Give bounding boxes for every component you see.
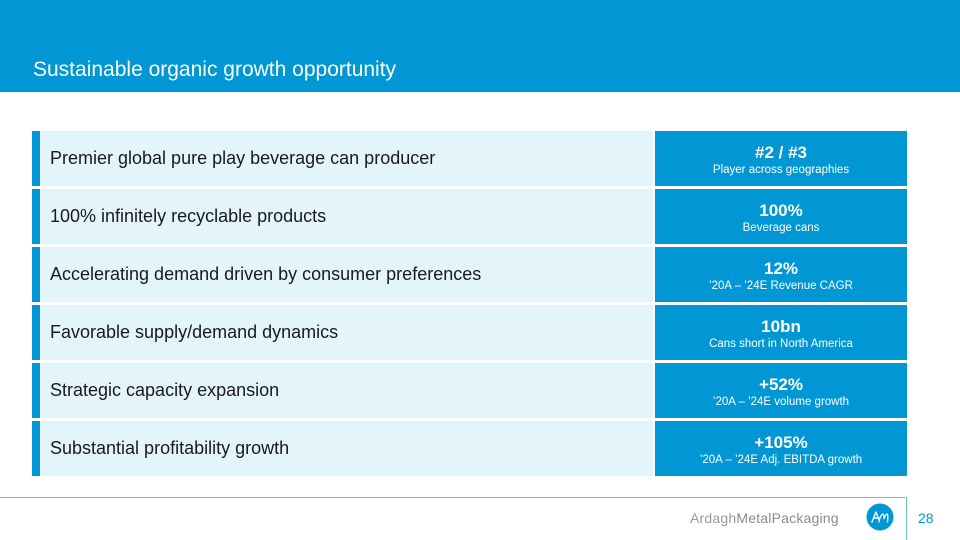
row-accent-bar bbox=[32, 247, 40, 302]
row-stat-value: +52% bbox=[759, 375, 803, 394]
row-stat-cell: 100% Beverage cans bbox=[655, 189, 907, 244]
page-number: 28 bbox=[918, 510, 934, 526]
row-stat-caption: ’20A – ’24E volume growth bbox=[712, 396, 850, 408]
amp-logo-icon bbox=[866, 503, 894, 531]
row-stat-caption: Cans short in North America bbox=[709, 338, 853, 350]
row-stat-value: 100% bbox=[759, 201, 803, 220]
brand-wordmark: ArdaghMetalPackaging bbox=[690, 510, 839, 526]
row-accent-bar bbox=[32, 363, 40, 418]
row-stat-value: 10bn bbox=[761, 317, 801, 336]
row-label: Favorable supply/demand dynamics bbox=[50, 322, 339, 342]
row-stat-cell: 10bn Cans short in North America bbox=[655, 305, 907, 360]
row-accent-bar bbox=[32, 305, 40, 360]
row-label-cell: Premier global pure play beverage can pr… bbox=[40, 131, 653, 186]
brand-suffix: MetalPackaging bbox=[736, 510, 839, 526]
slide-title: Sustainable organic growth opportunity bbox=[33, 58, 397, 81]
row-label-cell: Substantial profitability growth bbox=[40, 421, 653, 476]
row-stat-caption: ’20A – ’24E Revenue CAGR bbox=[709, 280, 853, 292]
row-accent-bar bbox=[32, 189, 40, 244]
row-label: Accelerating demand driven by consumer p… bbox=[50, 264, 482, 284]
row-accent-bar bbox=[32, 421, 40, 476]
row-stat-caption: Player across geographies bbox=[712, 164, 850, 176]
row-stat-caption: Beverage cans bbox=[742, 222, 820, 234]
row-label: Substantial profitability growth bbox=[50, 438, 290, 458]
footer-page-divider bbox=[906, 497, 907, 540]
slide-header: Sustainable organic growth opportunity bbox=[0, 0, 960, 92]
brand-prefix: Ardagh bbox=[690, 510, 737, 526]
row-stat-cell: +105% ’20A – ’24E Adj. EBITDA growth bbox=[655, 421, 907, 476]
row-stat-cell: #2 / #3 Player across geographies bbox=[655, 131, 907, 186]
row-stat-value: 12% bbox=[763, 259, 799, 278]
row-label: Premier global pure play beverage can pr… bbox=[50, 148, 436, 168]
highlight-row: Substantial profitability growth +105% ’… bbox=[32, 421, 907, 476]
highlight-row: Strategic capacity expansion +52% ’20A –… bbox=[32, 363, 907, 418]
row-stat-cell: +52% ’20A – ’24E volume growth bbox=[655, 363, 907, 418]
highlight-row: Premier global pure play beverage can pr… bbox=[32, 131, 907, 186]
row-label-cell: Strategic capacity expansion bbox=[40, 363, 653, 418]
row-label-cell: 100% infinitely recyclable products bbox=[40, 189, 653, 244]
row-stat-value: +105% bbox=[754, 433, 808, 452]
row-label-cell: Accelerating demand driven by consumer p… bbox=[40, 247, 653, 302]
row-label-cell: Favorable supply/demand dynamics bbox=[40, 305, 653, 360]
row-stat-caption: ’20A – ’24E Adj. EBITDA growth bbox=[699, 454, 863, 466]
highlight-row: Accelerating demand driven by consumer p… bbox=[32, 247, 907, 302]
highlight-row: Favorable supply/demand dynamics 10bn Ca… bbox=[32, 305, 907, 360]
row-accent-bar bbox=[32, 131, 40, 186]
row-stat-cell: 12% ’20A – ’24E Revenue CAGR bbox=[655, 247, 907, 302]
highlight-row: 100% infinitely recyclable products 100%… bbox=[32, 189, 907, 244]
row-label: Strategic capacity expansion bbox=[50, 380, 280, 400]
row-stat-value: #2 / #3 bbox=[755, 143, 807, 162]
footer-divider bbox=[0, 497, 905, 498]
row-label: 100% infinitely recyclable products bbox=[50, 206, 327, 226]
